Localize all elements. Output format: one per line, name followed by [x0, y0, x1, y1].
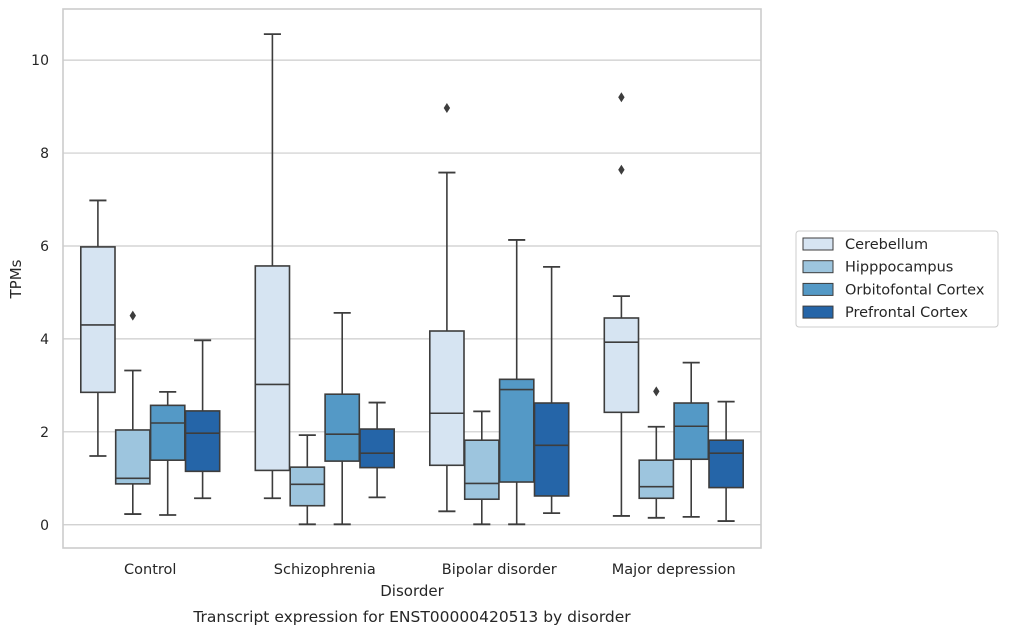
legend-entries: Cerebellum Hipppocampus Orbitofontal Corte…: [802, 237, 985, 321]
box-plot-box: [289, 434, 326, 526]
x-tick-label: Bipolar disorder: [442, 562, 557, 578]
legend-swatch: [802, 237, 834, 251]
outlier-point: [618, 92, 625, 103]
box-iqr: [289, 466, 326, 507]
legend: Cerebellum Hipppocampus Orbitofontal Corte…: [795, 230, 999, 328]
box-plot-box: [428, 102, 465, 513]
x-tick-label: Major depression: [612, 562, 736, 578]
box-plot-box: [324, 311, 361, 526]
y-tick-label: 0: [40, 518, 49, 534]
x-tick-label: Schizophrenia: [274, 562, 376, 578]
box-plot-boxes: [79, 33, 745, 526]
box-iqr: [114, 429, 151, 485]
box-iqr: [324, 393, 361, 462]
box-iqr: [708, 439, 745, 489]
outlier-point: [443, 102, 451, 113]
box-plot-box: [463, 410, 500, 526]
box-plot-box: [673, 361, 710, 518]
box-plot-box: [603, 92, 640, 517]
legend-swatch: [802, 260, 834, 274]
box-iqr: [673, 402, 710, 461]
legend-label: Orbitofontal Cortex: [845, 282, 985, 298]
box-iqr: [498, 378, 535, 483]
box-plot-box: [184, 339, 221, 500]
outlier-point: [129, 310, 136, 321]
box-iqr: [638, 459, 675, 500]
box-plot-box: [708, 400, 745, 522]
box-iqr: [463, 439, 500, 501]
x-axis-label: Disorder: [380, 582, 444, 600]
legend-swatch: [802, 305, 834, 319]
y-axis-label: TPMs: [7, 259, 25, 299]
y-tick-label: 2: [40, 425, 49, 441]
chart-caption: Transcript expression for ENST0000042051…: [192, 608, 631, 626]
box-plot-box: [533, 265, 570, 515]
box-iqr: [184, 410, 221, 473]
y-tick-label: 8: [40, 146, 49, 162]
box-iqr: [149, 404, 186, 461]
box-plot-box: [359, 401, 396, 499]
box-plot-box: [638, 386, 675, 519]
box-plot-box: [149, 390, 186, 516]
box-plot-box: [79, 199, 116, 457]
plot-frame: [62, 8, 762, 549]
legend-label: Cerebellum: [845, 237, 928, 253]
y-tick-label: 10: [31, 53, 49, 69]
box-iqr: [603, 317, 640, 414]
box-iqr: [79, 246, 116, 394]
legend-swatch: [802, 282, 834, 296]
box-plot-box: [114, 310, 151, 515]
y-tick-label: 6: [40, 239, 49, 255]
y-tick-label: 4: [40, 332, 49, 348]
legend-label: Prefrontal Cortex: [845, 305, 968, 321]
box-plot-box: [498, 239, 535, 526]
outlier-point: [618, 164, 625, 175]
box-plot-box: [254, 33, 291, 500]
box-iqr: [533, 402, 570, 497]
x-tick-labels: Control Schizophrenia Bipolar disorder Majo…: [124, 562, 736, 578]
legend-frame: [795, 230, 999, 328]
box-iqr: [254, 265, 291, 472]
box-iqr: [359, 428, 396, 469]
legend-label: Hipppocampus: [845, 260, 953, 276]
y-tick-labels: 0 2 4 6 8 10: [31, 53, 49, 534]
box-iqr: [428, 330, 465, 467]
outlier-point: [653, 386, 660, 397]
x-tick-label: Control: [124, 562, 176, 578]
